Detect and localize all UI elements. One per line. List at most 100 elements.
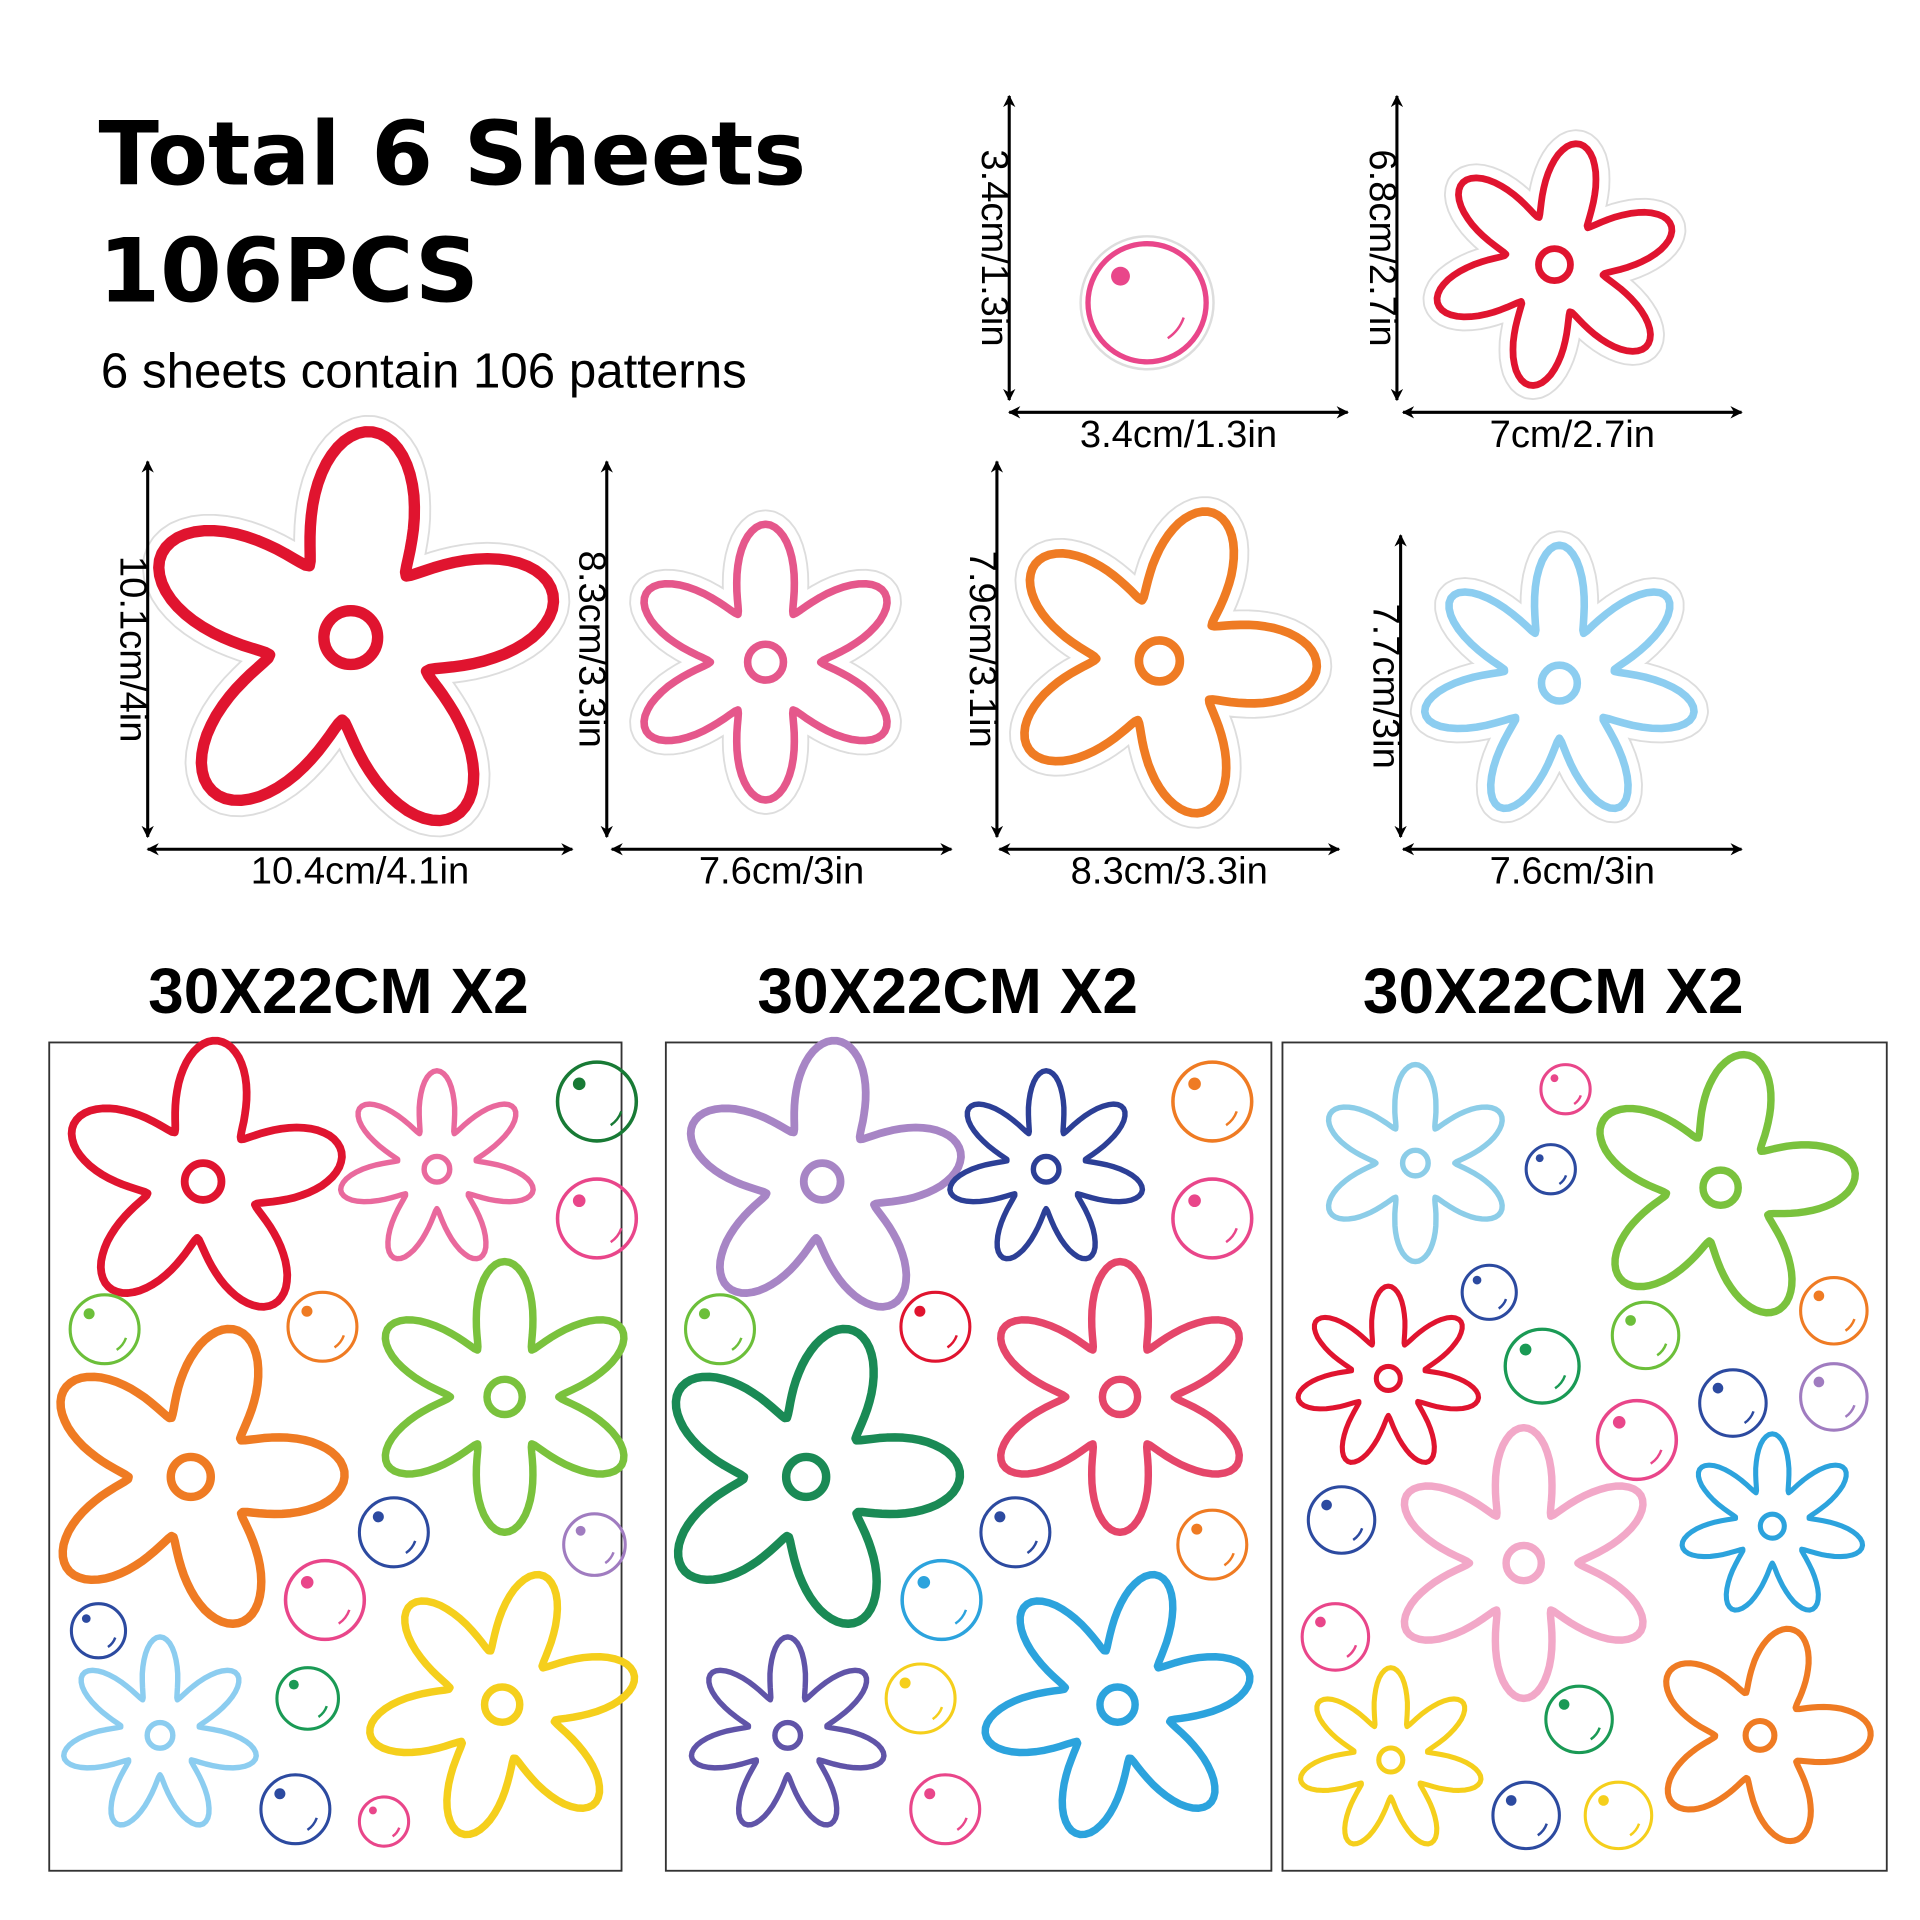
bubble-shine (604, 1551, 615, 1565)
bubble (1799, 1362, 1869, 1432)
bubble (1610, 1300, 1681, 1371)
bubble-shine (1225, 1110, 1238, 1127)
flower-center (772, 1719, 804, 1751)
height-label: 6.8cm/2.7in (1361, 149, 1404, 346)
bubble-shine (994, 1511, 1006, 1523)
bubble (884, 1662, 957, 1735)
flower (61, 1634, 259, 1828)
bubble-shine (899, 1677, 911, 1689)
flower (1596, 1050, 1859, 1317)
height-label: 10.1cm/4in (112, 556, 155, 743)
bubble-shine (1519, 1343, 1532, 1356)
bubble-shine (1472, 1275, 1482, 1285)
flower-center (1399, 1147, 1431, 1179)
flower (1663, 1625, 1874, 1845)
bubble (1799, 1276, 1869, 1346)
bubble-shine (306, 1817, 318, 1831)
bubble (357, 1795, 411, 1848)
bubble-shine (1505, 1795, 1517, 1806)
bubble-shine (1629, 1823, 1641, 1837)
sheet-label: 30X22CM X2 (757, 955, 1138, 1027)
bubble-shine (731, 1337, 743, 1351)
flower (337, 1068, 536, 1262)
flower-center (1535, 245, 1574, 284)
flower-center (799, 1159, 845, 1204)
height-label: 7.7cm/3in (1365, 603, 1408, 768)
width-label: 7cm/2.7in (1490, 413, 1655, 456)
bubble (979, 1496, 1052, 1569)
bubble-shine (1743, 1410, 1755, 1425)
flower-center (743, 640, 788, 684)
flower-center (1098, 1375, 1142, 1419)
bubble (1176, 1508, 1249, 1581)
flower-center (421, 1153, 453, 1185)
bubble-shine (1656, 1343, 1668, 1357)
bubble (1583, 1780, 1654, 1851)
flower (67, 1036, 346, 1311)
height-label: 3.4cm/1.3in (973, 149, 1016, 346)
bubble (286, 1290, 359, 1363)
bubble (899, 1290, 972, 1363)
bubble-shine (1625, 1315, 1636, 1326)
bubble-shine (405, 1540, 417, 1555)
width-label: 10.4cm/4.1in (251, 850, 469, 893)
bubble-shine (372, 1511, 384, 1523)
bubble-shine (115, 1337, 128, 1351)
sticker-outline (143, 416, 569, 836)
flower-center (1699, 1166, 1742, 1210)
flower (1420, 541, 1698, 813)
bubble-shine (1225, 1227, 1238, 1244)
bubble-shine (1554, 1374, 1567, 1390)
flower-center (1742, 1717, 1778, 1753)
bubble-shine (914, 1305, 926, 1317)
bubble (555, 1060, 639, 1143)
flower (640, 520, 891, 804)
bubble (909, 1773, 982, 1846)
bubble (562, 1512, 627, 1577)
flower-center (1376, 1745, 1406, 1775)
flower (1020, 507, 1322, 818)
bubble-shine (391, 1827, 401, 1838)
bubble (69, 1602, 128, 1660)
flower (688, 1634, 887, 1828)
bubble-shine (1712, 1382, 1724, 1394)
bubble-shine (1188, 1077, 1201, 1091)
bubble-shine (1558, 1699, 1570, 1710)
flower-center (144, 1719, 176, 1751)
bubble-shine (300, 1575, 314, 1589)
bubble-shine (609, 1110, 623, 1127)
bubble-shine (368, 1806, 377, 1815)
flower-center (1096, 1683, 1139, 1726)
bubble-shine (1558, 1174, 1568, 1186)
flower-center (166, 1452, 215, 1502)
bubble-shine (1188, 1194, 1201, 1208)
flower-center (180, 1159, 226, 1204)
bubble (683, 1293, 757, 1366)
bubble-shine (1813, 1376, 1825, 1388)
bubble-shine (1537, 1823, 1548, 1837)
bubble (555, 1177, 639, 1260)
bubble-shine (1573, 1094, 1582, 1106)
bubble-shine (1844, 1404, 1856, 1418)
flower (381, 1257, 628, 1537)
flower (1325, 1061, 1505, 1265)
flower (366, 1570, 639, 1839)
bubble-shine (301, 1305, 313, 1317)
width-label: 8.3cm/3.3in (1071, 850, 1268, 893)
bubble-shine (288, 1679, 299, 1690)
sheet-frame (664, 1041, 1273, 1872)
bubble (1300, 1602, 1371, 1672)
flower (153, 426, 560, 827)
flower-center (1502, 1541, 1546, 1585)
flower-center (1757, 1511, 1787, 1541)
bubble (1539, 1063, 1592, 1116)
bubble (1595, 1398, 1679, 1482)
bubble-shine (317, 1705, 328, 1718)
flower (1433, 140, 1676, 389)
bubble (1171, 1060, 1254, 1143)
height-label: 8.3cm/3.3in (571, 551, 614, 748)
bubble-shine (1598, 1795, 1609, 1806)
bubble-shine (1612, 1415, 1626, 1429)
height-label: 7.9cm/3.1in (961, 551, 1004, 748)
